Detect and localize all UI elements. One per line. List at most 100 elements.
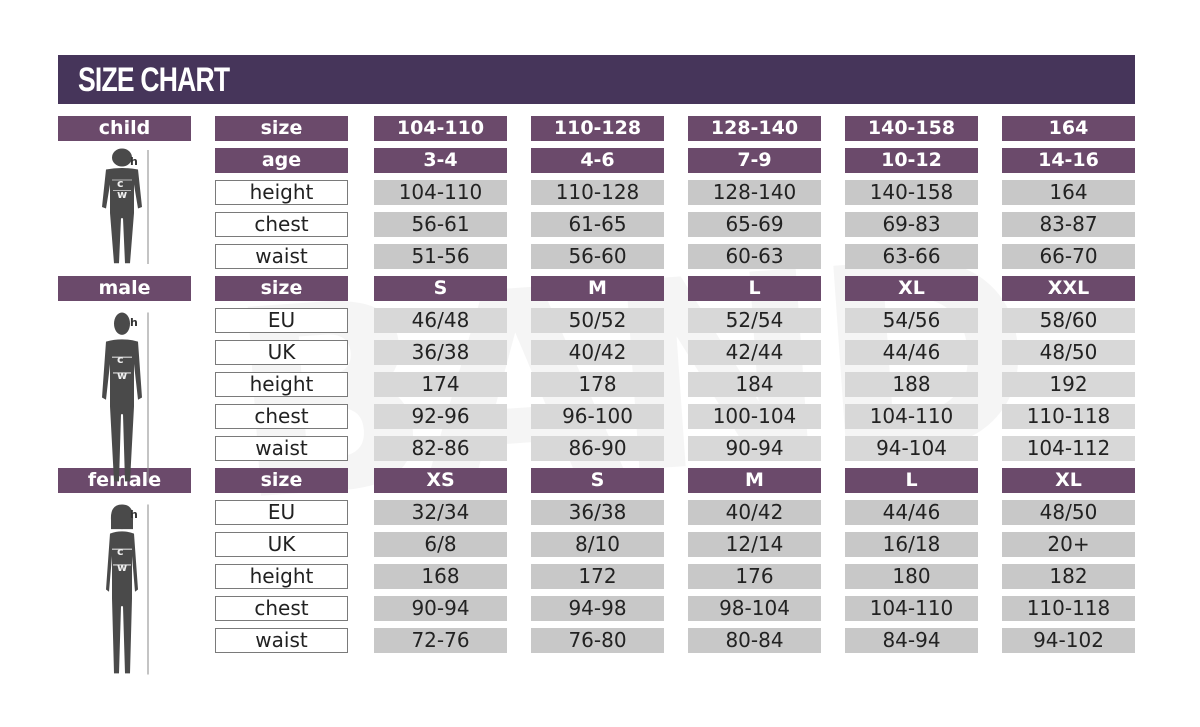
size-value-cell: 50/52	[531, 308, 664, 333]
size-header-cell: M	[688, 468, 821, 493]
size-value-cell: 12/14	[688, 532, 821, 557]
size-header-cell: 128-140	[688, 116, 821, 141]
size-header-cell: 104-110	[374, 116, 507, 141]
size-value-cell: 8/10	[531, 532, 664, 557]
size-value-cell: 104-110	[845, 404, 978, 429]
size-header-cell: 4-6	[531, 148, 664, 173]
size-value-cell: 44/46	[845, 340, 978, 365]
size-value-cell: 94-102	[1002, 628, 1135, 653]
size-value-cell: 180	[845, 564, 978, 589]
size-value-cell: 83-87	[1002, 212, 1135, 237]
size-value-cell: 110-118	[1002, 596, 1135, 621]
size-value-cell: 69-83	[845, 212, 978, 237]
size-value-cell: 192	[1002, 372, 1135, 397]
size-value-cell: 94-98	[531, 596, 664, 621]
size-header-cell: 14-16	[1002, 148, 1135, 173]
size-value-cell: 92-96	[374, 404, 507, 429]
size-value-cell: 76-80	[531, 628, 664, 653]
row-label: age	[215, 148, 348, 173]
size-header-cell: S	[531, 468, 664, 493]
size-value-cell: 61-65	[531, 212, 664, 237]
female-silhouette-icon	[106, 504, 149, 675]
chest-mark: c	[117, 352, 124, 366]
size-value-cell: 40/42	[688, 500, 821, 525]
size-header-cell: 164	[1002, 116, 1135, 141]
size-value-cell: 168	[374, 564, 507, 589]
size-value-cell: 56-61	[374, 212, 507, 237]
size-value-cell: 94-104	[845, 436, 978, 461]
size-value-cell: 104-112	[1002, 436, 1135, 461]
size-header-cell: XL	[845, 276, 978, 301]
row-label: EU	[215, 500, 348, 525]
size-header-cell: 110-128	[531, 116, 664, 141]
section-label-child: child	[58, 116, 191, 141]
size-value-cell: 182	[1002, 564, 1135, 589]
child-silhouette-icon	[102, 148, 149, 264]
size-value-cell: 82-86	[374, 436, 507, 461]
row-label: height	[215, 372, 348, 397]
row-label: waist	[215, 628, 348, 653]
height-mark: h	[130, 508, 138, 521]
size-header-cell: 7-9	[688, 148, 821, 173]
size-value-cell: 48/50	[1002, 500, 1135, 525]
row-label: height	[215, 180, 348, 205]
size-value-cell: 36/38	[531, 500, 664, 525]
size-value-cell: 36/38	[374, 340, 507, 365]
size-value-cell: 56-60	[531, 244, 664, 269]
chest-mark: c	[117, 177, 124, 190]
size-value-cell: 20+	[1002, 532, 1135, 557]
height-mark: h	[130, 316, 138, 329]
size-value-cell: 100-104	[688, 404, 821, 429]
size-value-cell: 52/54	[688, 308, 821, 333]
size-value-cell: 176	[688, 564, 821, 589]
size-header-cell: 140-158	[845, 116, 978, 141]
size-header-cell: XL	[1002, 468, 1135, 493]
waist-mark: w	[117, 368, 128, 382]
waist-mark: w	[117, 560, 128, 574]
size-value-cell: 65-69	[688, 212, 821, 237]
size-header-cell: S	[374, 276, 507, 301]
row-label: EU	[215, 308, 348, 333]
row-label: waist	[215, 436, 348, 461]
size-header-cell: XXL	[1002, 276, 1135, 301]
section-label-female: female	[58, 468, 191, 493]
size-value-cell: 188	[845, 372, 978, 397]
row-label: chest	[215, 212, 348, 237]
size-header-cell: 10-12	[845, 148, 978, 173]
size-value-cell: 104-110	[845, 596, 978, 621]
size-value-cell: 51-56	[374, 244, 507, 269]
waist-mark: w	[117, 187, 128, 201]
row-label: UK	[215, 340, 348, 365]
size-header-cell: L	[688, 276, 821, 301]
size-value-cell: 110-128	[531, 180, 664, 205]
row-label: chest	[215, 404, 348, 429]
row-label: height	[215, 564, 348, 589]
size-value-cell: 58/60	[1002, 308, 1135, 333]
size-value-cell: 84-94	[845, 628, 978, 653]
size-value-cell: 90-94	[374, 596, 507, 621]
row-label: chest	[215, 596, 348, 621]
row-label: size	[215, 276, 348, 301]
size-header-cell: 3-4	[374, 148, 507, 173]
size-value-cell: 63-66	[845, 244, 978, 269]
size-value-cell: 104-110	[374, 180, 507, 205]
size-value-cell: 42/44	[688, 340, 821, 365]
male-silhouette-icon	[102, 312, 149, 483]
size-value-cell: 98-104	[688, 596, 821, 621]
size-value-cell: 66-70	[1002, 244, 1135, 269]
page-title: SIZE CHART	[78, 61, 230, 99]
size-value-cell: 164	[1002, 180, 1135, 205]
size-value-cell: 184	[688, 372, 821, 397]
size-value-cell: 86-90	[531, 436, 664, 461]
height-mark: h	[130, 155, 138, 168]
row-label: size	[215, 468, 348, 493]
row-label: waist	[215, 244, 348, 269]
size-header-cell: M	[531, 276, 664, 301]
title-bar: SIZE CHART	[58, 55, 1135, 104]
size-value-cell: 174	[374, 372, 507, 397]
size-header-cell: L	[845, 468, 978, 493]
size-value-cell: 6/8	[374, 532, 507, 557]
size-value-cell: 60-63	[688, 244, 821, 269]
size-value-cell: 80-84	[688, 628, 821, 653]
section-label-male: male	[58, 276, 191, 301]
